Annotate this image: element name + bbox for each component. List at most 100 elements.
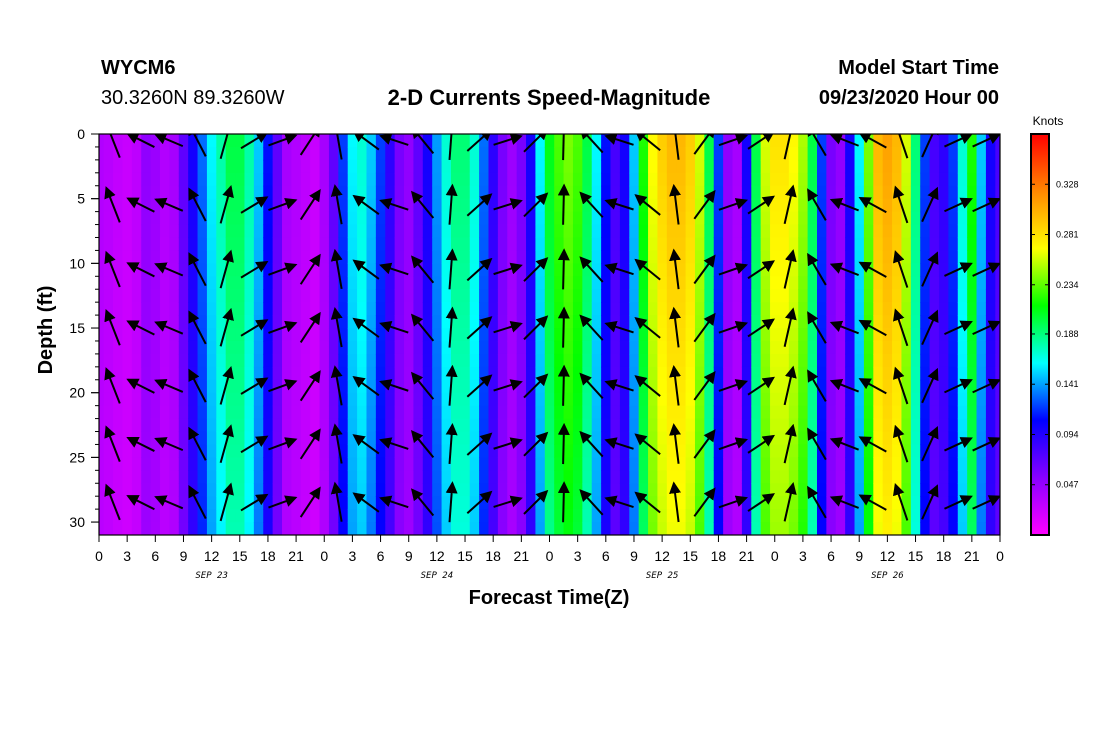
heatmap-cell: [629, 328, 640, 342]
heatmap-cell: [225, 444, 236, 458]
heatmap-cell: [310, 146, 321, 161]
heatmap-cell: [760, 392, 771, 407]
heatmap-cell: [563, 263, 574, 277]
x-tick-label: 18: [711, 548, 727, 564]
heatmap-cell: [873, 418, 884, 433]
heatmap-cell: [741, 237, 752, 252]
heatmap-cell: [103, 444, 114, 458]
heatmap-cell: [816, 496, 827, 510]
heatmap-cell: [131, 328, 142, 342]
current-vector: [718, 134, 748, 147]
heatmap-cell: [526, 457, 537, 471]
heatmap-cell: [685, 134, 696, 148]
heatmap-cell: [516, 366, 527, 381]
heatmap-cell: [985, 392, 996, 407]
heatmap-cell: [601, 224, 612, 239]
heatmap-cell: [732, 302, 743, 316]
heatmap-cell: [591, 185, 602, 200]
heatmap-cell: [366, 185, 377, 200]
heatmap-cell: [516, 509, 527, 523]
heatmap-cell: [141, 289, 152, 303]
heatmap-cell: [591, 509, 602, 523]
heatmap-cell: [310, 444, 321, 458]
heatmap-cell: [676, 483, 687, 497]
heatmap-cell: [798, 470, 809, 484]
heatmap-cell: [920, 159, 931, 174]
heatmap-cell: [882, 263, 893, 277]
heatmap-cell: [544, 522, 555, 535]
heatmap-cell: [788, 353, 799, 368]
heatmap-cell: [263, 496, 274, 510]
heatmap-cell: [892, 198, 903, 213]
heatmap-cell: [995, 340, 1000, 355]
heatmap-cell: [760, 211, 771, 226]
heatmap-cell: [657, 366, 668, 381]
heatmap-cell: [816, 470, 827, 484]
heatmap-cell: [629, 405, 640, 420]
heatmap-cell: [685, 353, 696, 368]
heatmap-cell: [591, 276, 602, 290]
heatmap-cell: [263, 340, 274, 355]
current-vector: [747, 434, 775, 454]
heatmap-cell: [394, 159, 405, 174]
heatmap-cell: [469, 134, 480, 148]
heatmap-cell: [113, 522, 124, 535]
heatmap-cell: [760, 302, 771, 316]
heatmap-cell: [497, 211, 508, 226]
heatmap-cell: [450, 353, 461, 368]
heatmap-cell: [938, 522, 949, 535]
heatmap-cell: [779, 172, 790, 187]
heatmap-cell: [169, 134, 180, 148]
heatmap-cell: [713, 522, 724, 535]
heatmap-cell: [779, 211, 790, 226]
heatmap-cell: [375, 457, 386, 471]
heatmap-cell: [160, 276, 170, 290]
heatmap-cell: [976, 470, 987, 484]
heatmap-cell: [178, 418, 189, 433]
heatmap-cell: [854, 392, 865, 407]
heatmap-cell: [779, 457, 790, 471]
heatmap-cell: [188, 134, 199, 148]
heatmap-cell: [779, 483, 790, 497]
heatmap-cell: [169, 263, 180, 277]
heatmap-cell: [338, 224, 349, 239]
heatmap-cell: [263, 353, 274, 368]
heatmap-cell: [404, 483, 415, 497]
heatmap-cell: [188, 172, 199, 187]
heatmap-cell: [507, 509, 518, 523]
heatmap-cell: [253, 353, 264, 368]
heatmap-cell: [282, 353, 293, 368]
heatmap-cell: [375, 224, 386, 239]
heatmap-cell: [113, 237, 124, 252]
heatmap-cell: [845, 289, 856, 303]
heatmap-cell: [169, 379, 180, 394]
heatmap-cell: [460, 431, 471, 446]
heatmap-cell: [357, 444, 368, 458]
heatmap-cell: [873, 392, 884, 407]
heatmap-cell: [328, 444, 339, 458]
heatmap-cell: [188, 496, 199, 510]
heatmap-cell: [300, 522, 311, 535]
heatmap-cell: [244, 224, 255, 239]
heatmap-cell: [807, 457, 818, 471]
day-label: SEP 24: [421, 571, 454, 581]
heatmap-cell: [216, 315, 227, 329]
heatmap-cell: [873, 328, 884, 342]
heatmap-cell: [263, 418, 274, 433]
heatmap-cell: [413, 134, 424, 148]
heatmap-cell: [300, 457, 311, 471]
heatmap-cell: [892, 328, 903, 342]
current-vector: [104, 483, 121, 521]
heatmap-cell: [310, 353, 321, 368]
heatmap-cell: [845, 379, 856, 394]
heatmap-cell: [244, 522, 255, 535]
heatmap-cell: [985, 353, 996, 368]
heatmap-cell: [282, 159, 293, 174]
heatmap-cell: [99, 237, 105, 252]
heatmap-cell: [929, 237, 940, 252]
heatmap-cell: [300, 483, 311, 497]
heatmap-cell: [488, 328, 499, 342]
heatmap-cell: [460, 172, 471, 187]
heatmap-cell: [873, 470, 884, 484]
heatmap-cell: [122, 405, 133, 420]
